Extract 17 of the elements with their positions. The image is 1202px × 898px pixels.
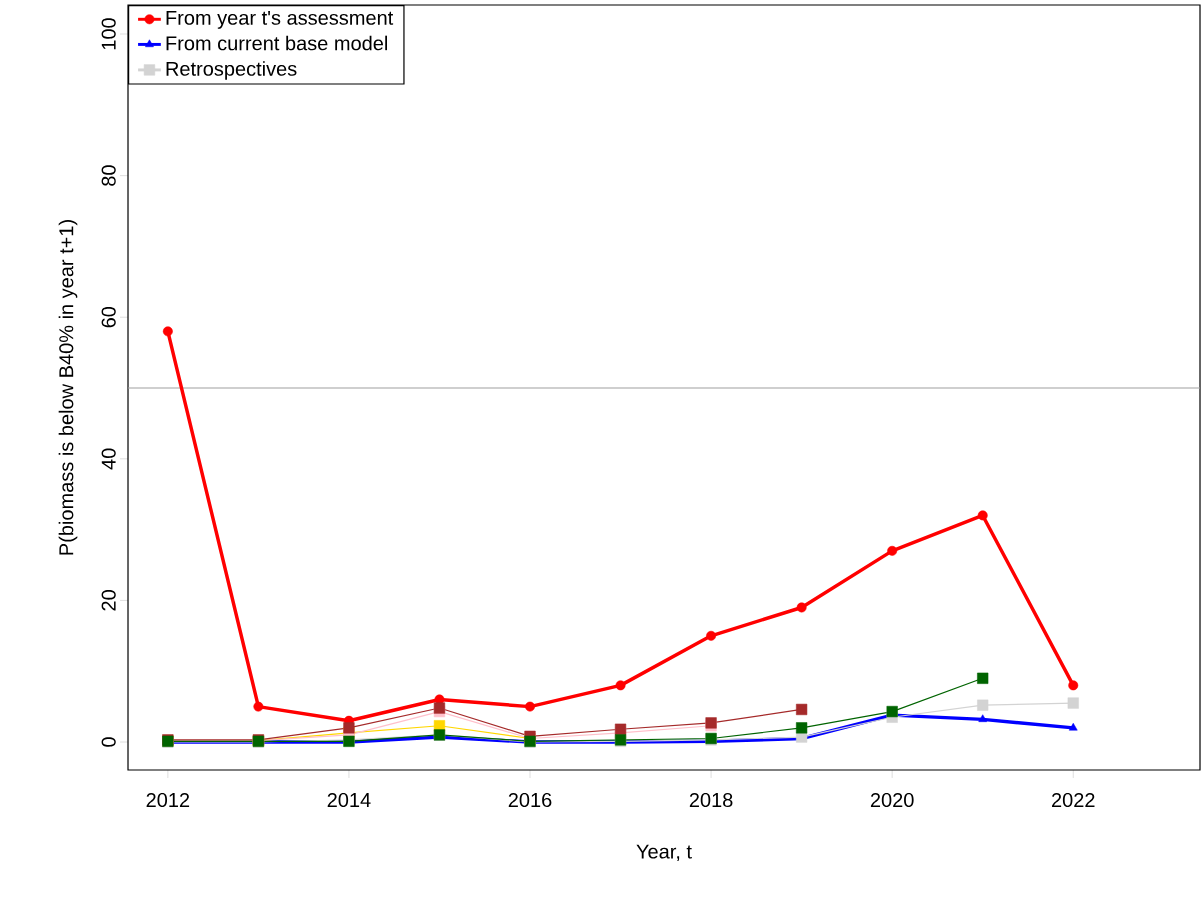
x-tick-label: 2012 <box>146 792 190 808</box>
legend-label: From year t's assessment <box>166 10 394 29</box>
legend-label: Retrospectives <box>166 61 297 80</box>
y-tick-label: 20 <box>101 590 116 611</box>
y-tick-label: 60 <box>101 306 116 328</box>
x-axis-title: Year, t <box>636 844 692 861</box>
x-tick-label: 2016 <box>508 792 552 808</box>
y-tick-label: 100 <box>101 18 116 50</box>
x-tick-label: 2014 <box>327 792 371 808</box>
x-tick-label: 2018 <box>689 792 733 808</box>
y-tick-label: 40 <box>101 448 116 470</box>
y-tick-label: 80 <box>101 165 116 186</box>
x-tick-label: 2020 <box>870 792 914 808</box>
legend-label: From current base model <box>166 35 387 51</box>
y-tick-label: 0 <box>101 737 116 747</box>
y-axis-title: P(biomass is below B40% in year t+1) <box>58 220 78 555</box>
x-tick-label: 2022 <box>1052 792 1095 808</box>
